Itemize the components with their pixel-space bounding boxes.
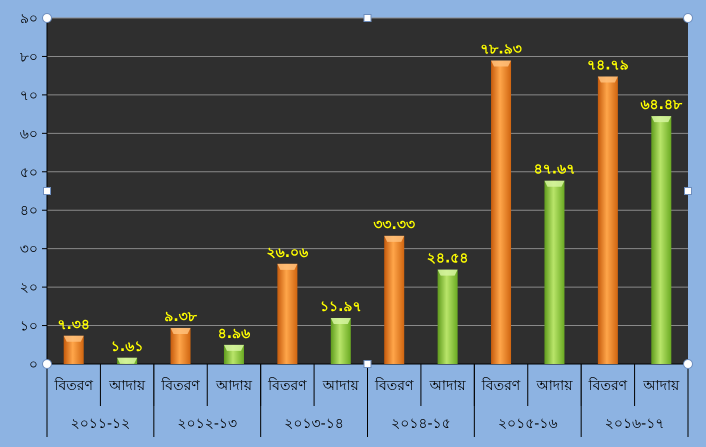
category-label: বিতরণ	[481, 377, 521, 394]
bar-cap	[63, 335, 84, 342]
bar-aday	[544, 180, 565, 364]
resize-handle[interactable]	[43, 187, 51, 195]
data-label: ৯.৩৮	[164, 309, 198, 325]
bar-bitoron	[170, 327, 191, 364]
data-labels: ৭.৩৪ ১.৬১ ৯.৩৮ ৪.৯৬ ২৬.০৬ ১১.৯৭ ৩৩.৩৩ ২৪.৫৪ ৭৮.৯…	[57, 42, 683, 355]
category-axis: বিতরণ আদায় বিতরণ আদায় বিতরণ আদায় বিতরণ আদায়…	[46, 364, 689, 437]
category-label: আদায়	[108, 378, 146, 394]
data-label: ৭৮.৯৩	[480, 42, 522, 58]
bar-body	[544, 180, 565, 364]
bar-aday	[437, 269, 458, 364]
data-label: ১১.৯৭	[320, 299, 362, 315]
bar-cap	[544, 180, 565, 187]
y-tick-label: ৩০	[20, 242, 38, 258]
y-tick-label: ৪০	[20, 203, 38, 219]
category-label: আদায়	[215, 378, 253, 394]
resize-handle[interactable]	[683, 359, 693, 369]
y-tick-label: ৯০	[20, 11, 38, 27]
bar-aday	[651, 116, 672, 364]
bar-cap	[170, 327, 191, 334]
data-label: ৩৩.৩৩	[373, 217, 415, 233]
y-tick-label: ৫০	[20, 165, 38, 181]
group-label: ২০১১-১২	[71, 416, 131, 432]
bar-cap	[651, 116, 672, 123]
bar-bitoron	[63, 335, 84, 364]
data-label: ৪৭.৬৭	[534, 162, 576, 178]
resize-handle[interactable]	[683, 13, 693, 23]
resize-handle[interactable]	[684, 187, 692, 195]
y-tick-label: ০	[29, 357, 38, 373]
bar-body	[651, 116, 672, 364]
category-label: আদায়	[535, 378, 573, 394]
resize-handle[interactable]	[363, 360, 372, 368]
bar-aday	[330, 317, 351, 364]
group-label: ২০১৬-১৭	[605, 416, 665, 432]
data-label: ২৪.৫৪	[427, 251, 469, 267]
data-label: ৬৪.৪৮	[640, 97, 683, 113]
gridlines	[47, 17, 688, 327]
bar-cap	[330, 317, 351, 324]
data-label: ৪.৯৬	[218, 326, 251, 342]
bar-body	[597, 76, 618, 364]
bar-body	[437, 269, 458, 364]
bar-bitoron	[597, 76, 618, 364]
bar-aday	[223, 344, 244, 364]
category-label: আদায়	[642, 378, 680, 394]
bar-bitoron	[384, 235, 405, 364]
category-label: বিতরণ	[267, 377, 307, 394]
bar-cap	[597, 76, 618, 83]
category-label: বিতরণ	[53, 377, 93, 394]
bars	[63, 60, 672, 365]
category-label: আদায়	[322, 378, 360, 394]
category-label: বিতরণ	[374, 377, 414, 394]
resize-handle[interactable]	[42, 359, 52, 369]
category-label: বিতরণ	[588, 377, 628, 394]
bar-cap	[277, 263, 298, 270]
plot-area	[47, 18, 688, 364]
y-tick-label: ১০	[20, 319, 38, 335]
bar-body	[170, 327, 191, 364]
bar-body	[330, 317, 351, 364]
group-label: ২০১২-১৩	[177, 416, 237, 432]
y-tick-label: ৮০	[20, 49, 38, 65]
selection-handles[interactable]	[42, 13, 693, 369]
bar-cap	[117, 357, 138, 364]
bar-cap	[223, 344, 244, 351]
bar-body	[277, 263, 298, 364]
group-label: ২০১৪-১৫	[391, 416, 451, 432]
bar-bitoron	[277, 263, 298, 364]
resize-handle[interactable]	[42, 13, 52, 23]
data-label: ৭৪.৭৯	[587, 57, 629, 73]
bar-cap	[384, 235, 405, 242]
data-label: ৭.৩৪	[57, 317, 90, 333]
bar-aday	[117, 357, 138, 364]
bar-cap	[491, 60, 512, 67]
y-tick-label: ২০	[20, 280, 38, 296]
group-label: ২০১৫-১৬	[498, 416, 558, 432]
bar-body	[491, 60, 512, 365]
data-label: ১.৬১	[111, 339, 144, 355]
bar-body	[384, 235, 405, 364]
category-label: আদায়	[429, 378, 467, 394]
bar-cap	[437, 269, 458, 276]
bar-body	[63, 335, 84, 364]
y-tick-label: ৭০	[20, 88, 38, 104]
category-label: বিতরণ	[160, 377, 200, 394]
group-label: ২০১৩-১৪	[284, 416, 344, 432]
data-label: ২৬.০৬	[267, 245, 309, 261]
y-tick-label: ৬০	[20, 126, 38, 142]
bar-bitoron	[491, 60, 512, 365]
resize-handle[interactable]	[363, 14, 372, 22]
